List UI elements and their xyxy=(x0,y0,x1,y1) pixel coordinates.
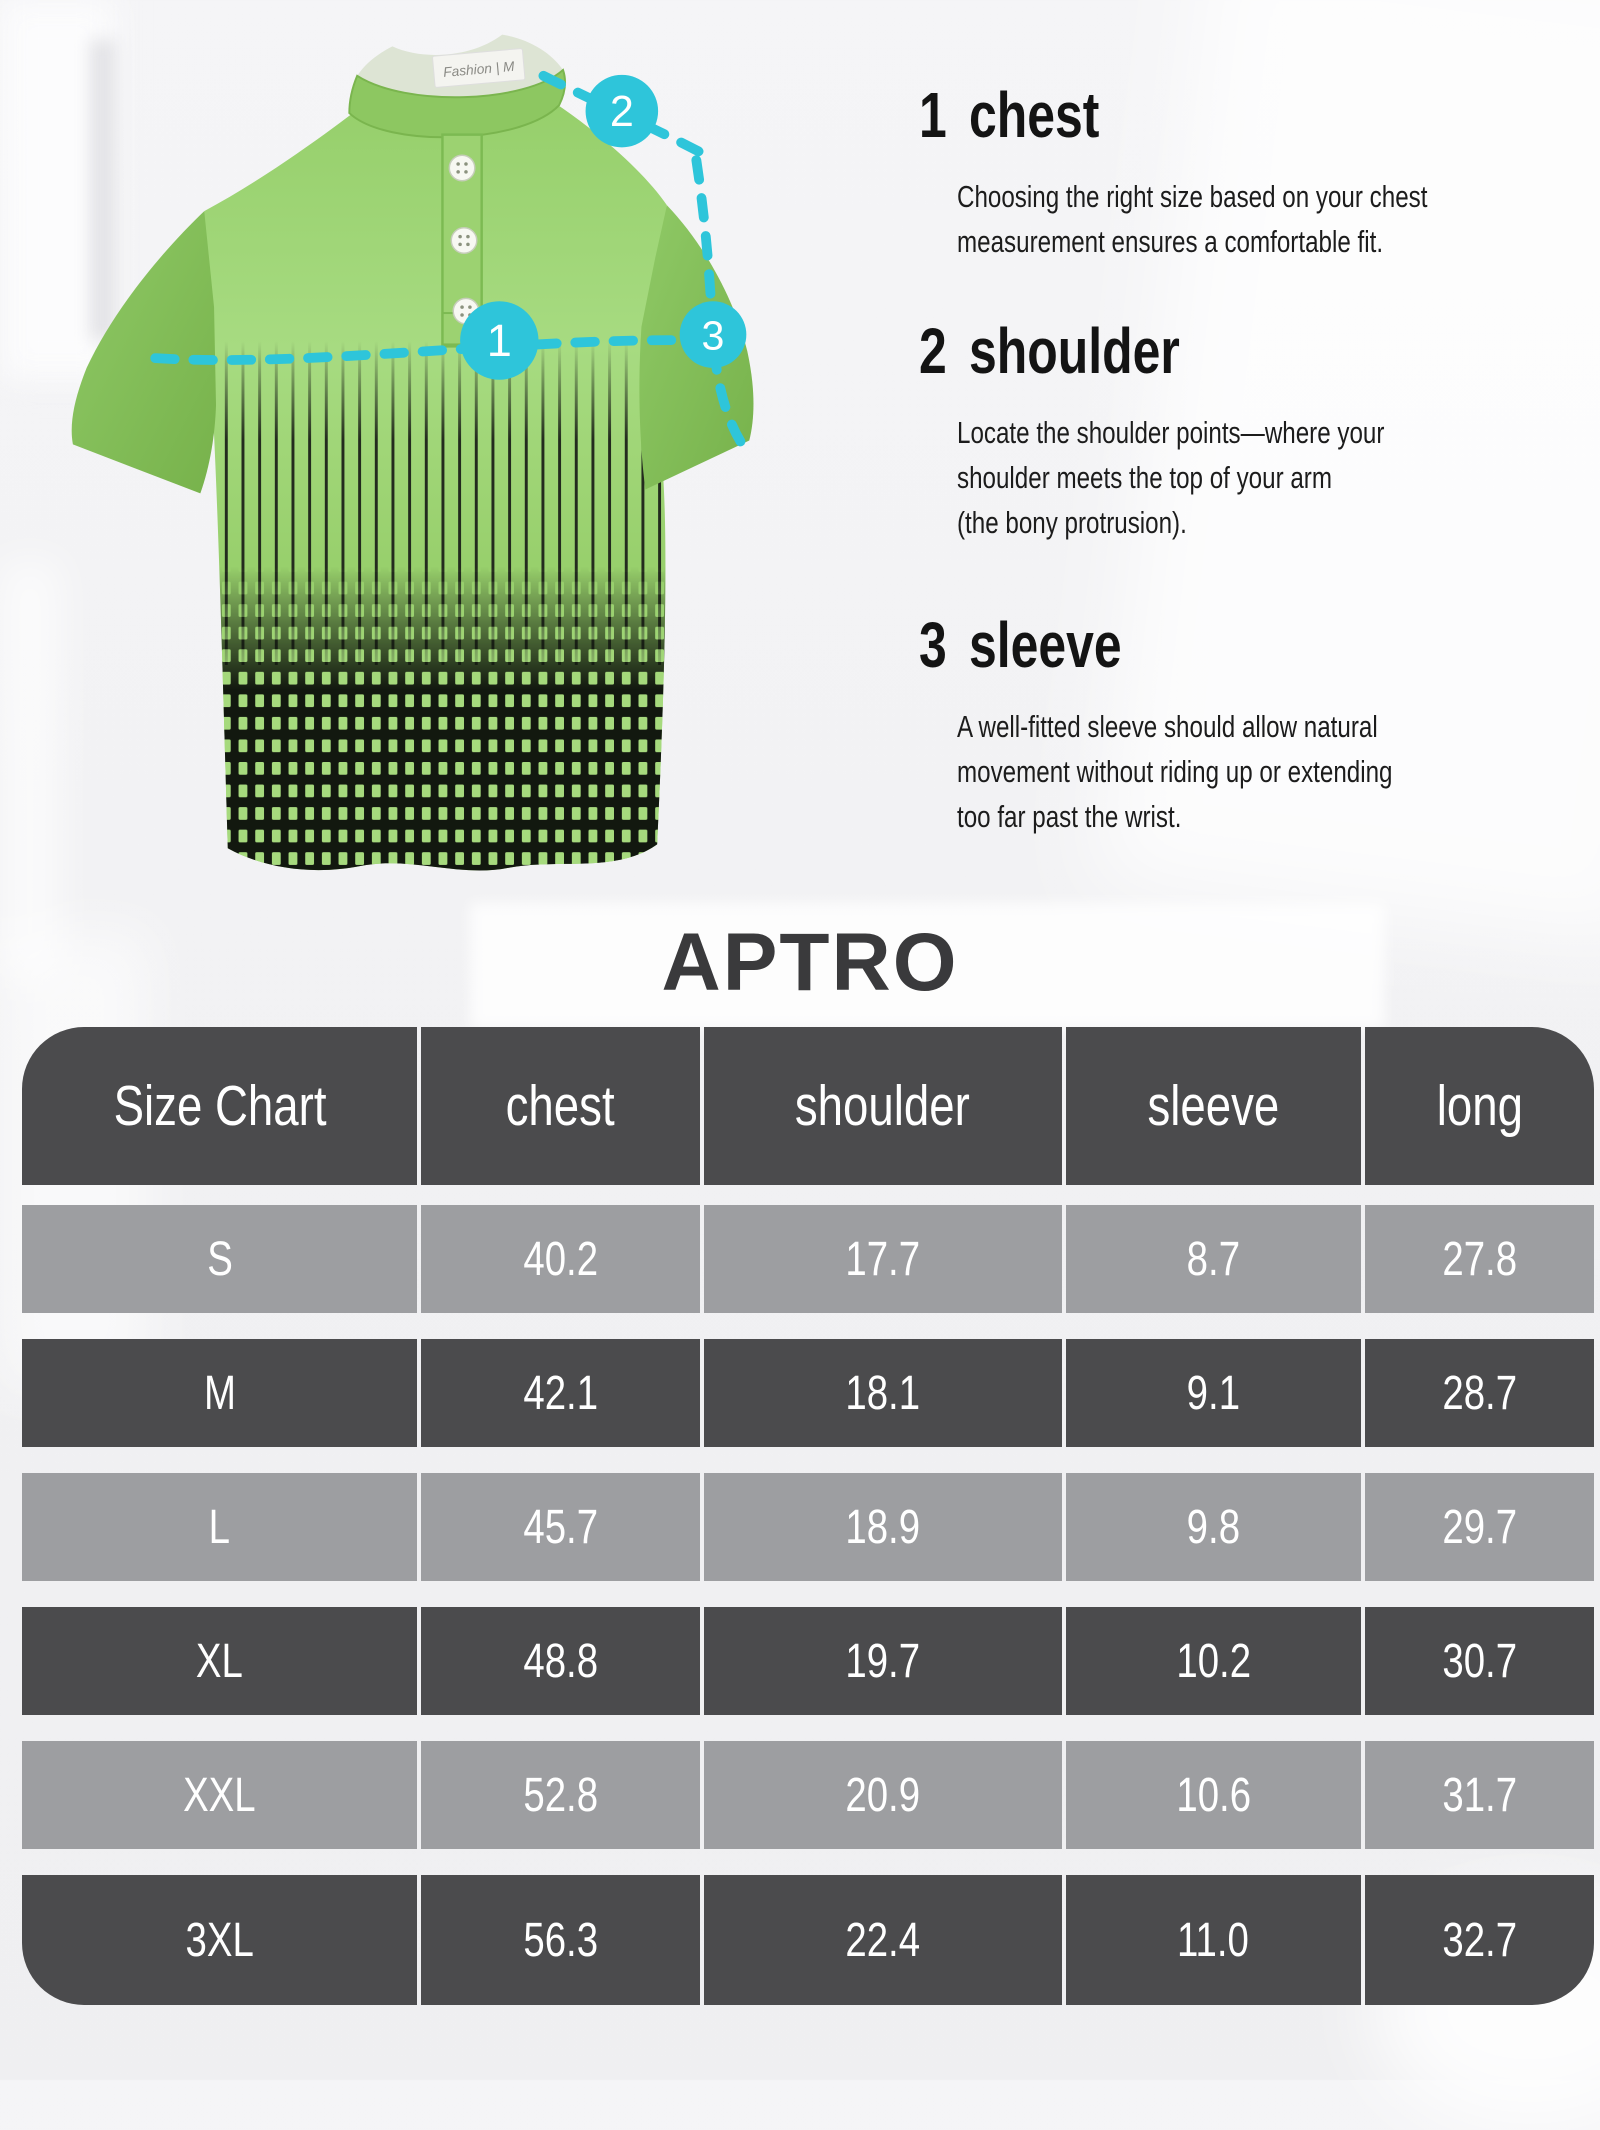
cell-chest: 48.8 xyxy=(421,1607,700,1715)
cell-long: 28.7 xyxy=(1365,1339,1594,1447)
guide-shoulder-number: 2 xyxy=(919,315,947,387)
guide-section-sleeve: 3 sleeve A well-fitted sleeve should all… xyxy=(905,608,1515,839)
cell-long: 27.8 xyxy=(1365,1205,1594,1313)
shirt-stripe-pattern xyxy=(203,341,667,871)
guide-shoulder-heading: 2 shoulder xyxy=(919,314,1505,388)
guide-sleeve-line-2: movement without riding up or extending xyxy=(957,754,1393,789)
cell-shoulder: 22.4 xyxy=(703,1875,1062,2005)
guide-section-chest: 1 chest Choosing the right size based on… xyxy=(905,78,1560,264)
cell-long: 31.7 xyxy=(1365,1741,1594,1849)
shirt-svg: Fashion | M xyxy=(71,34,754,871)
guide-sleeve-number: 3 xyxy=(919,609,947,681)
cell-long: 29.7 xyxy=(1365,1473,1594,1581)
table-row-xxl: XXL 52.8 20.9 10.6 31.7 xyxy=(22,1741,1594,1849)
cell-shoulder: 18.9 xyxy=(703,1473,1062,1581)
cell-shoulder: 17.7 xyxy=(703,1205,1062,1313)
guide-chest-number: 1 xyxy=(919,79,947,151)
table-row-3xl: 3XL 56.3 22.4 11.0 32.7 xyxy=(22,1875,1594,2005)
cell-size: S xyxy=(22,1205,418,1313)
cell-sleeve: 9.8 xyxy=(1065,1473,1362,1581)
measurement-markers: 1 2 3 xyxy=(460,74,747,380)
cell-chest: 40.2 xyxy=(421,1205,700,1313)
guide-sleeve-line-3: too far past the wrist. xyxy=(957,799,1182,834)
guide-shoulder-description: Locate the shoulder points—where your sh… xyxy=(957,410,1505,545)
cell-sleeve: 9.1 xyxy=(1065,1339,1362,1447)
size-chart-table: Size Chart chest shoulder sleeve long S … xyxy=(22,1027,1594,2005)
marker-1-number: 1 xyxy=(487,315,512,366)
cell-long: 32.7 xyxy=(1365,1875,1594,2005)
guide-sleeve-line-1: A well-fitted sleeve should allow natura… xyxy=(957,709,1378,744)
table-row-m: M 42.1 18.1 9.1 28.7 xyxy=(22,1339,1594,1447)
header-chest: chest xyxy=(421,1027,700,1185)
marker-2-circle xyxy=(585,74,659,148)
header-sleeve: sleeve xyxy=(1065,1027,1362,1185)
marker-3-circle xyxy=(679,301,747,368)
cell-chest: 56.3 xyxy=(421,1875,700,2005)
cell-chest: 42.1 xyxy=(421,1339,700,1447)
collar-size-tag: Fashion | M xyxy=(432,48,526,88)
table-row-l: L 45.7 18.9 9.8 29.7 xyxy=(22,1473,1594,1581)
guide-section-shoulder: 2 shoulder Locate the shoulder points—wh… xyxy=(905,314,1505,545)
cell-size: XL xyxy=(22,1607,418,1715)
guide-shoulder-line-1: Locate the shoulder points—where your xyxy=(957,415,1385,450)
guide-chest-title: chest xyxy=(968,79,1099,151)
header-size-chart: Size Chart xyxy=(22,1027,418,1185)
cell-sleeve: 10.6 xyxy=(1065,1741,1362,1849)
collar-label-text: Fashion | M xyxy=(443,59,516,80)
cell-shoulder: 18.1 xyxy=(703,1339,1062,1447)
guide-sleeve-description: A well-fitted sleeve should allow natura… xyxy=(957,704,1515,839)
cell-long: 30.7 xyxy=(1365,1607,1594,1715)
guide-shoulder-line-2: shoulder meets the top of your arm xyxy=(957,460,1332,495)
cell-sleeve: 11.0 xyxy=(1065,1875,1362,2005)
cell-size: L xyxy=(22,1473,418,1581)
header-long: long xyxy=(1365,1027,1594,1185)
cell-sleeve: 10.2 xyxy=(1065,1607,1362,1715)
guide-chest-description: Choosing the right size based on your ch… xyxy=(957,174,1560,264)
cell-chest: 52.8 xyxy=(421,1741,700,1849)
shirt-left-sleeve xyxy=(71,211,217,494)
guide-sleeve-title: sleeve xyxy=(968,609,1122,681)
guide-shoulder-line-3: (the bony protrusion). xyxy=(957,505,1187,540)
cell-size: XXL xyxy=(22,1741,418,1849)
cell-sleeve: 8.7 xyxy=(1065,1205,1362,1313)
brand-title: APTRO xyxy=(661,917,959,1008)
marker-1-circle xyxy=(460,301,539,380)
guide-sleeve-heading: 3 sleeve xyxy=(919,608,1515,682)
guide-shoulder-title: shoulder xyxy=(968,315,1180,387)
guide-chest-line-1: Choosing the right size based on your ch… xyxy=(957,179,1428,214)
table-row-xl: XL 48.8 19.7 10.2 30.7 xyxy=(22,1607,1594,1715)
marker-3-number: 3 xyxy=(702,312,725,358)
cell-shoulder: 20.9 xyxy=(703,1741,1062,1849)
cell-size: M xyxy=(22,1339,418,1447)
marker-2-number: 2 xyxy=(610,88,634,136)
shirt-illustration: Fashion | M xyxy=(18,8,763,920)
header-shoulder: shoulder xyxy=(703,1027,1062,1185)
table-header-row: Size Chart chest shoulder sleeve long xyxy=(22,1027,1594,1185)
chest-measure-line xyxy=(150,335,710,365)
table-row-s: S 40.2 17.7 8.7 27.8 xyxy=(22,1205,1594,1313)
cell-chest: 45.7 xyxy=(421,1473,700,1581)
guide-chest-heading: 1 chest xyxy=(919,78,1560,152)
cell-size: 3XL xyxy=(22,1875,418,2005)
guide-chest-line-2: measurement ensures a comfortable fit. xyxy=(957,224,1384,259)
cell-shoulder: 19.7 xyxy=(703,1607,1062,1715)
